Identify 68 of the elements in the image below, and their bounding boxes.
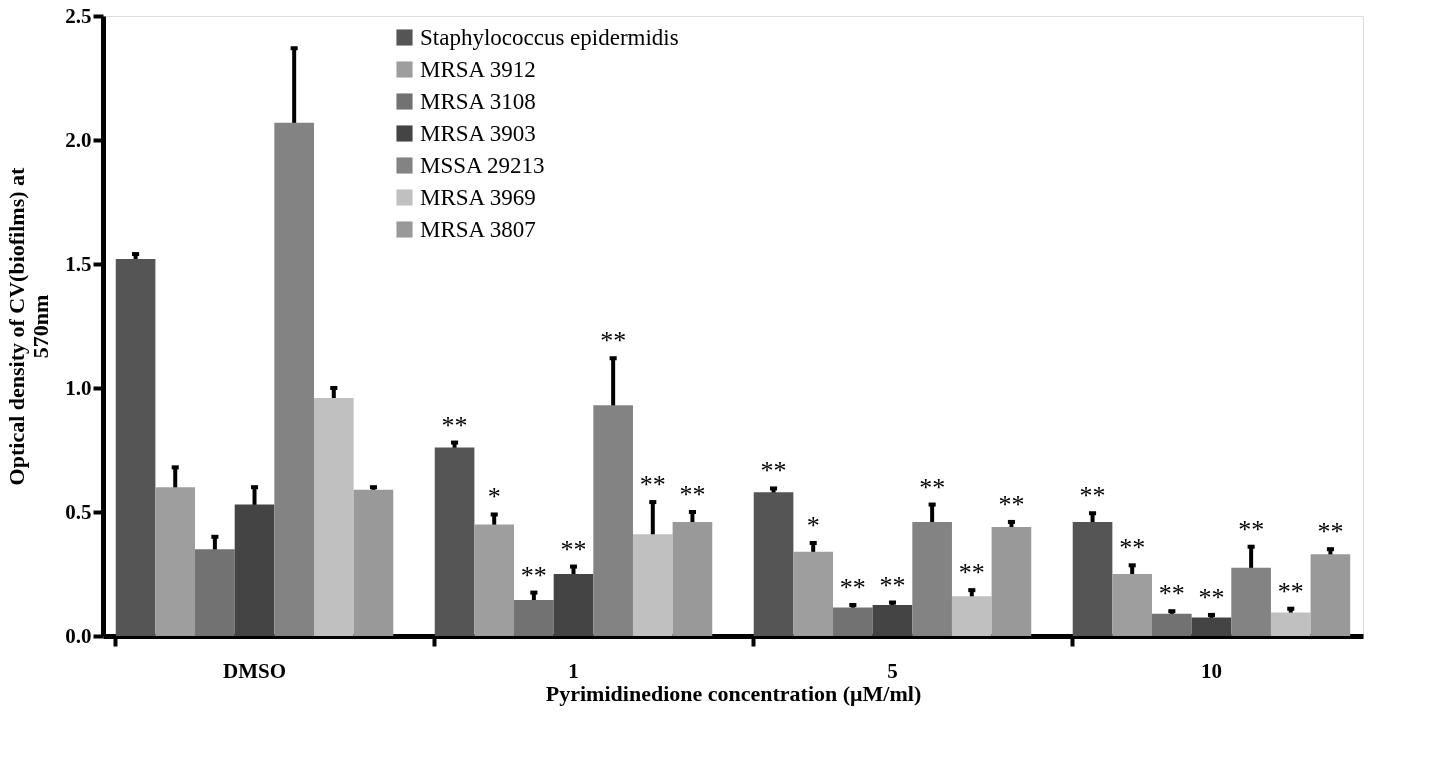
data-label: ** <box>1277 576 1304 606</box>
x-tick-label: DMSO <box>223 658 287 683</box>
bar <box>1112 574 1153 636</box>
bar <box>1152 613 1192 636</box>
bar <box>115 259 156 636</box>
bar <box>514 600 554 636</box>
y-axis-title: Optical density of CV(biofilms) at 570nm <box>4 166 54 486</box>
data-label: ** <box>520 560 547 590</box>
bar <box>313 397 354 636</box>
y-tick-label: 0.5 <box>65 499 92 524</box>
data-label: ** <box>600 326 627 356</box>
data-label: * <box>487 482 501 512</box>
data-label: ** <box>639 470 666 500</box>
y-tick-label: 2.5 <box>65 3 92 28</box>
legend-label: MRSA 3807 <box>420 216 536 242</box>
legend-label: MRSA 3903 <box>420 120 536 146</box>
bar <box>991 526 1032 636</box>
bar <box>593 405 633 636</box>
legend-label: MRSA 3969 <box>420 184 536 210</box>
bar <box>793 551 834 636</box>
legend-label: MSSA 29213 <box>420 152 545 178</box>
bar <box>1072 521 1113 636</box>
legend-label: MRSA 3912 <box>420 56 536 82</box>
x-tick-label: 10 <box>1200 658 1222 683</box>
bar <box>195 549 235 636</box>
bar <box>155 487 196 636</box>
bar <box>951 596 992 636</box>
y-tick-label: 2.0 <box>65 127 92 152</box>
bar <box>1191 617 1232 636</box>
data-label: ** <box>760 456 787 486</box>
data-label: ** <box>998 489 1025 519</box>
data-label: ** <box>1079 481 1106 511</box>
bar <box>872 605 913 636</box>
x-tick-label: 1 <box>568 658 579 683</box>
data-label: ** <box>679 480 706 509</box>
y-tick-label: 0.0 <box>65 623 92 648</box>
y-tick-label: 1.0 <box>65 375 92 400</box>
bar <box>1270 612 1311 636</box>
y-tick-label: 1.5 <box>65 251 92 276</box>
bar <box>672 521 713 636</box>
data-label: * <box>806 511 820 540</box>
bar <box>833 607 873 636</box>
data-label: ** <box>919 472 946 502</box>
bar <box>912 521 952 636</box>
data-label: ** <box>1198 582 1225 612</box>
data-label: ** <box>839 573 866 602</box>
bar <box>1231 567 1271 636</box>
x-axis-title: Pyrimidinedione concentration (μM/ml) <box>545 680 922 706</box>
bar <box>234 504 275 636</box>
bar <box>1310 554 1351 636</box>
bar <box>434 447 475 636</box>
legend-label: MRSA 3108 <box>420 88 536 114</box>
data-label: ** <box>1238 514 1265 544</box>
data-label: ** <box>560 534 587 564</box>
data-label: ** <box>879 570 906 600</box>
data-label: ** <box>441 410 468 440</box>
legend-label: Staphylococcus epidermidis <box>420 24 679 50</box>
data-label: ** <box>1119 533 1146 563</box>
bar <box>474 524 515 636</box>
data-label: ** <box>1158 579 1185 609</box>
x-tick-label: 5 <box>887 658 898 683</box>
bar <box>553 574 594 636</box>
bar <box>353 489 394 636</box>
bar <box>274 122 314 636</box>
bar <box>632 534 673 636</box>
bar <box>753 492 794 636</box>
data-label: ** <box>1317 517 1344 547</box>
data-label: ** <box>958 558 985 588</box>
